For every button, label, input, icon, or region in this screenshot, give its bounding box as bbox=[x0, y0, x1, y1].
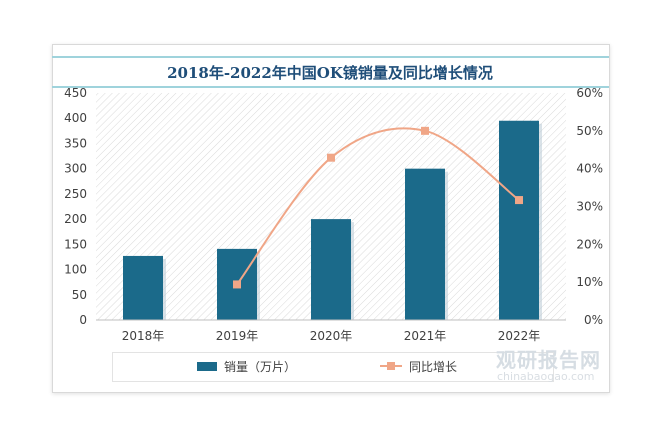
bar bbox=[405, 168, 445, 320]
chart-title: 2018年-2022年中国OK镜销量及同比增长情况 bbox=[167, 64, 493, 82]
growth-marker bbox=[421, 126, 429, 135]
y-right-tick-label: 40% bbox=[576, 162, 603, 176]
bar bbox=[123, 255, 163, 320]
bar bbox=[499, 120, 539, 320]
watermark-en: chinabaogao.com bbox=[497, 370, 595, 383]
y-left-tick-label: 200 bbox=[64, 212, 87, 226]
x-tick-label: 2019年 bbox=[216, 329, 259, 343]
growth-line bbox=[236, 127, 520, 286]
y-left-tick-label: 250 bbox=[64, 187, 87, 201]
x-tick-label: 2018年 bbox=[122, 329, 165, 343]
y-right-tick-label: 30% bbox=[576, 200, 603, 214]
x-tick-label: 2022年 bbox=[498, 329, 541, 343]
y-left-tick-label: 400 bbox=[64, 111, 87, 125]
legend-line-marker bbox=[387, 362, 395, 370]
y-left-tick-label: 350 bbox=[64, 136, 87, 150]
bar bbox=[311, 219, 351, 320]
y-left-tick-label: 50 bbox=[72, 288, 87, 302]
y-right-tick-label: 20% bbox=[576, 237, 603, 251]
y-left-tick-label: 100 bbox=[64, 263, 87, 277]
y-left-tick-label: 150 bbox=[64, 237, 87, 251]
title-band bbox=[52, 56, 609, 88]
y-left-tick-label: 450 bbox=[64, 86, 87, 100]
legend bbox=[112, 352, 554, 382]
x-tick-label: 2021年 bbox=[404, 329, 447, 343]
y-right-tick-label: 10% bbox=[576, 275, 603, 289]
legend-line-label: 同比增长 bbox=[409, 360, 457, 374]
y-left-tick-label: 0 bbox=[79, 313, 87, 327]
watermark-cn: 观研报告网 bbox=[496, 348, 601, 372]
legend-bar-label: 销量（万片） bbox=[224, 360, 296, 374]
y-right-tick-label: 0% bbox=[584, 313, 603, 327]
x-tick-label: 2020年 bbox=[310, 329, 353, 343]
growth-marker bbox=[515, 196, 523, 205]
growth-marker bbox=[327, 153, 335, 162]
growth-marker bbox=[233, 280, 241, 289]
y-right-tick-label: 50% bbox=[576, 124, 603, 138]
y-left-tick-label: 300 bbox=[64, 162, 87, 176]
y-right-tick-label: 60% bbox=[576, 86, 603, 100]
legend-bar-swatch bbox=[197, 362, 217, 371]
